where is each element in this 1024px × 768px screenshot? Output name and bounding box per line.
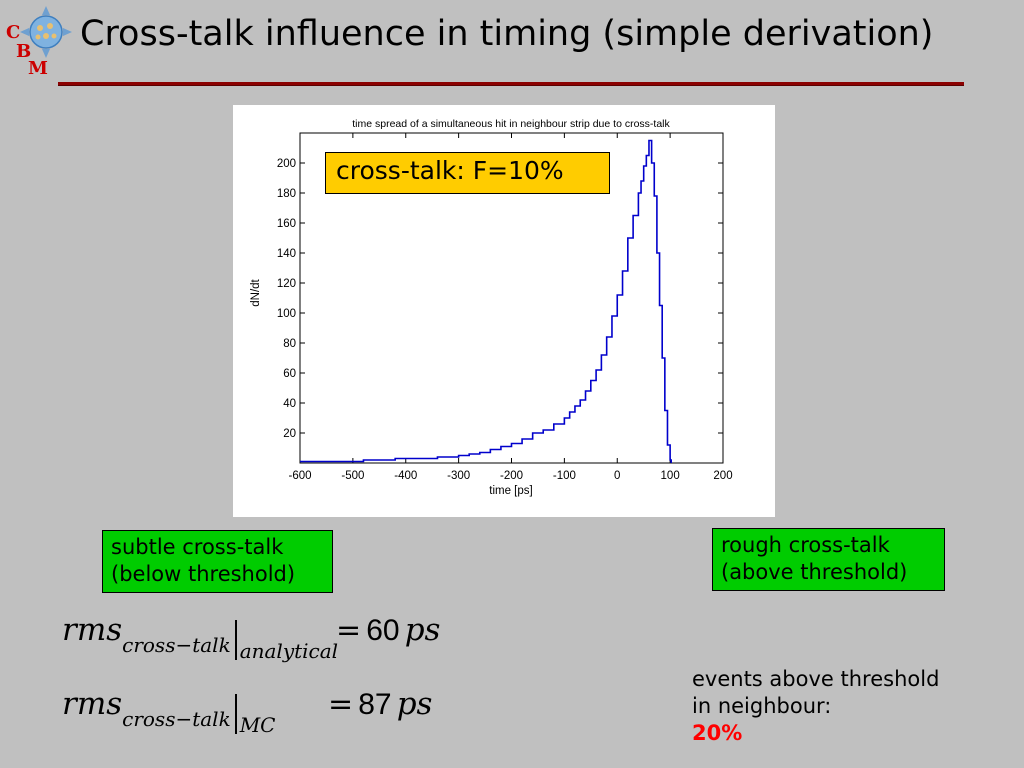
logo-letter-m: M <box>28 58 48 78</box>
formula-analytical: rmscross−talk analytical <box>62 612 338 663</box>
formula-mc-eq: = <box>328 687 354 722</box>
y-axis-label: dN/dt <box>250 278 262 306</box>
logo-letter-c: C <box>6 22 20 43</box>
formula-analytical-value: 60 <box>366 614 400 647</box>
slide-title: Cross-talk influence in timing (simple d… <box>80 14 934 54</box>
subtle-line-1: subtle cross-talk <box>111 535 284 559</box>
x-tick-label: -200 <box>500 470 523 482</box>
note-line-1: events above threshold <box>692 667 940 691</box>
y-tick-label: 20 <box>283 428 296 440</box>
formula-analytical-bar <box>234 619 237 660</box>
x-tick-label: -600 <box>288 470 311 482</box>
y-tick-label: 140 <box>277 248 296 260</box>
formula-analytical-eval: analytical <box>239 639 339 663</box>
formula-analytical-eq: = <box>336 613 362 648</box>
rough-line-2: (above threshold) <box>721 560 908 584</box>
note-highlight: 20% <box>692 721 743 745</box>
chart-title: time spread of a simultaneous hit in nei… <box>352 118 670 130</box>
cbm-logo-icon <box>20 6 72 58</box>
y-tick-label: 100 <box>277 308 296 320</box>
formula-mc: rmscross−talk MC <box>62 686 275 737</box>
rough-line-1: rough cross-talk <box>721 533 890 557</box>
x-tick-label: -500 <box>341 470 364 482</box>
cbm-logo: C B M <box>6 6 72 78</box>
logo-letter-b: B <box>16 41 31 62</box>
y-tick-label: 60 <box>283 368 296 380</box>
formula-mc-value: 87 <box>358 688 392 721</box>
x-tick-label: 0 <box>614 470 620 482</box>
note-line-2-prefix: in neighbour: <box>692 694 832 718</box>
x-tick-label: -100 <box>553 470 576 482</box>
formula-mc-sub: cross−talk <box>122 707 231 731</box>
x-tick-label: 100 <box>661 470 680 482</box>
threshold-note: events above threshold in neighbour: 20% <box>692 666 939 747</box>
y-tick-label: 120 <box>277 278 296 290</box>
formula-mc-rhs: = 87 ps <box>328 686 432 722</box>
note-line-2: in neighbour: 20% <box>692 693 939 747</box>
formula-mc-unit: ps <box>396 686 433 722</box>
formula-analytical-sub: cross−talk <box>122 633 231 657</box>
formula-analytical-lhs: rms <box>62 612 123 648</box>
x-tick-label: 200 <box>713 470 732 482</box>
y-tick-label: 40 <box>283 398 296 410</box>
y-tick-label: 80 <box>283 338 296 350</box>
x-axis-label: time [ps] <box>489 485 532 497</box>
y-tick-label: 160 <box>277 218 296 230</box>
title-rule <box>58 82 964 86</box>
crosstalk-callout: cross-talk: F=10% <box>325 152 610 194</box>
subtle-line-2: (below threshold) <box>111 562 296 586</box>
x-axis-ticks: -600 -500 -400 -300 -200 -100 0 100 200 <box>288 133 733 482</box>
series-line <box>300 139 672 463</box>
formula-mc-bar <box>234 693 237 734</box>
y-axis-ticks: 20 40 60 80 100 120 140 160 180 200 <box>277 158 723 440</box>
histogram-chart: time spread of a simultaneous hit in nei… <box>250 118 733 497</box>
subtle-crosstalk-box: subtle cross-talk (below threshold) <box>102 530 333 593</box>
formula-mc-lhs: rms <box>62 686 123 722</box>
y-tick-label: 200 <box>277 158 296 170</box>
rough-crosstalk-box: rough cross-talk (above threshold) <box>712 528 945 591</box>
x-tick-label: -400 <box>394 470 417 482</box>
formula-mc-eval: MC <box>239 713 276 737</box>
formula-analytical-unit: ps <box>404 612 441 648</box>
formula-analytical-rhs: = 60 ps <box>336 612 440 648</box>
y-tick-label: 180 <box>277 188 296 200</box>
x-tick-label: -300 <box>447 470 470 482</box>
